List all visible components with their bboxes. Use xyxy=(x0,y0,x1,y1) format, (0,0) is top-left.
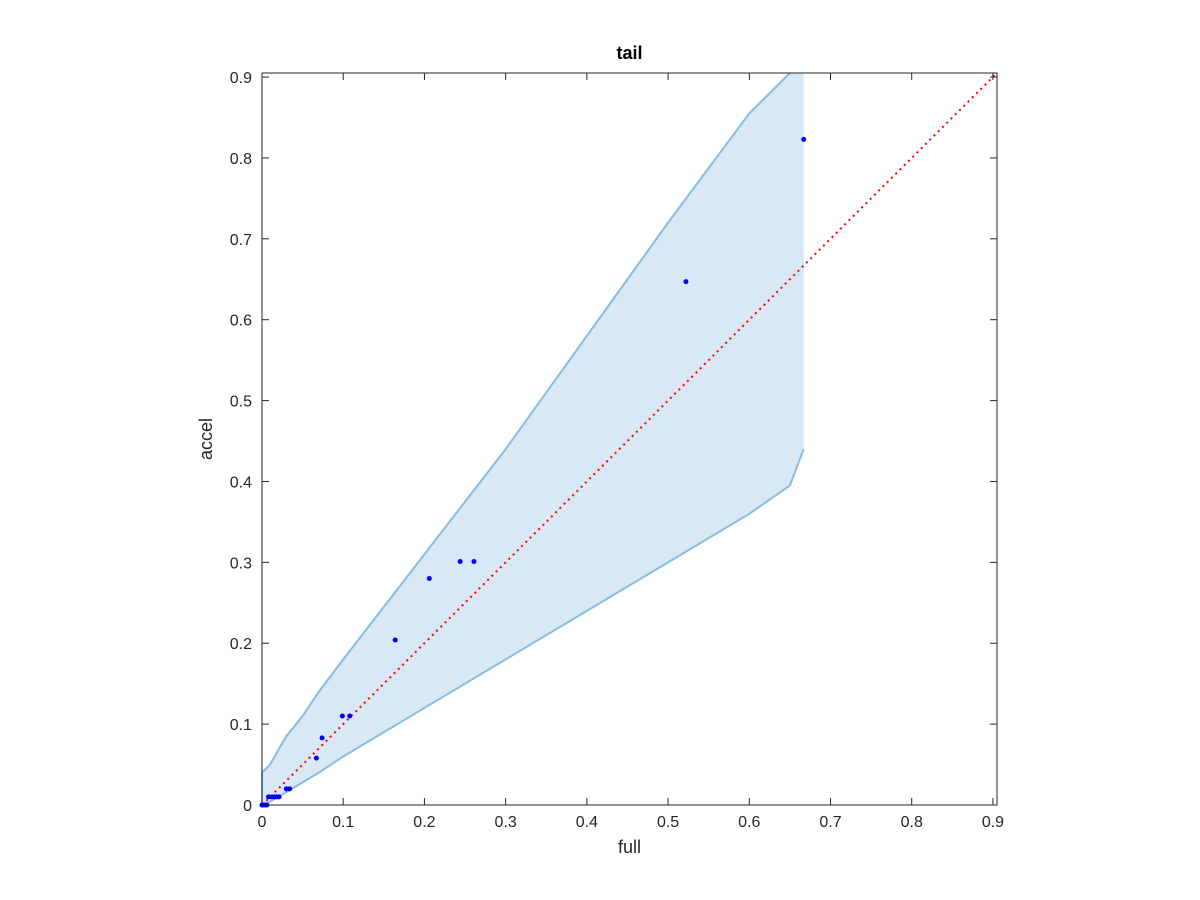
chart-title: tail xyxy=(616,43,642,63)
axis-ticks: 0 0.1 0.2 0.3 0.4 0.5 0.6 0.7 0.8 0.9 0 0.1 0.2 0.3 0.… xyxy=(230,70,1004,831)
data-point xyxy=(287,786,293,792)
data-point xyxy=(683,279,689,285)
data-point xyxy=(347,713,353,719)
x-tick-label: 0.7 xyxy=(819,814,841,831)
band-upper-edge xyxy=(261,72,791,774)
band-fill xyxy=(262,73,804,805)
data-point xyxy=(471,559,477,565)
y-tick-label: 0.6 xyxy=(230,313,252,330)
y-tick-label: 0.9 xyxy=(230,70,252,87)
y-tick-label: 0 xyxy=(243,798,252,815)
y-tick-label: 0.1 xyxy=(230,717,252,734)
identity-line xyxy=(261,72,998,806)
x-tick-label: 0.8 xyxy=(901,814,923,831)
y-tick-label: 0.5 xyxy=(230,394,252,411)
x-tick-label: 0.1 xyxy=(332,814,354,831)
y-tick-label: 0.4 xyxy=(230,474,252,491)
x-tick-label: 0.2 xyxy=(413,814,435,831)
x-tick-label: 0.9 xyxy=(982,814,1004,831)
data-point xyxy=(276,794,282,800)
data-point xyxy=(392,637,398,643)
x-tick-label: 0.4 xyxy=(576,814,598,831)
x-tick-label: 0.6 xyxy=(738,814,760,831)
y-tick-label: 0.3 xyxy=(230,555,252,572)
data-point xyxy=(457,559,463,565)
data-point xyxy=(339,713,345,719)
x-tick-label: 0.3 xyxy=(495,814,517,831)
data-point xyxy=(313,755,319,761)
y-tick-label: 0.8 xyxy=(230,151,252,168)
data-point xyxy=(319,735,325,741)
y-axis-label: accel xyxy=(196,418,216,460)
x-tick-label: 0 xyxy=(258,814,267,831)
y-tick-label: 0.7 xyxy=(230,232,252,249)
data-point xyxy=(801,136,807,142)
x-axis-label: full xyxy=(618,837,641,857)
reference-line xyxy=(261,72,998,806)
confidence-band xyxy=(261,72,805,806)
axes-box xyxy=(261,72,998,806)
data-point xyxy=(426,576,432,582)
x-tick-label: 0.5 xyxy=(657,814,679,831)
y-tick-label: 0.2 xyxy=(230,636,252,653)
